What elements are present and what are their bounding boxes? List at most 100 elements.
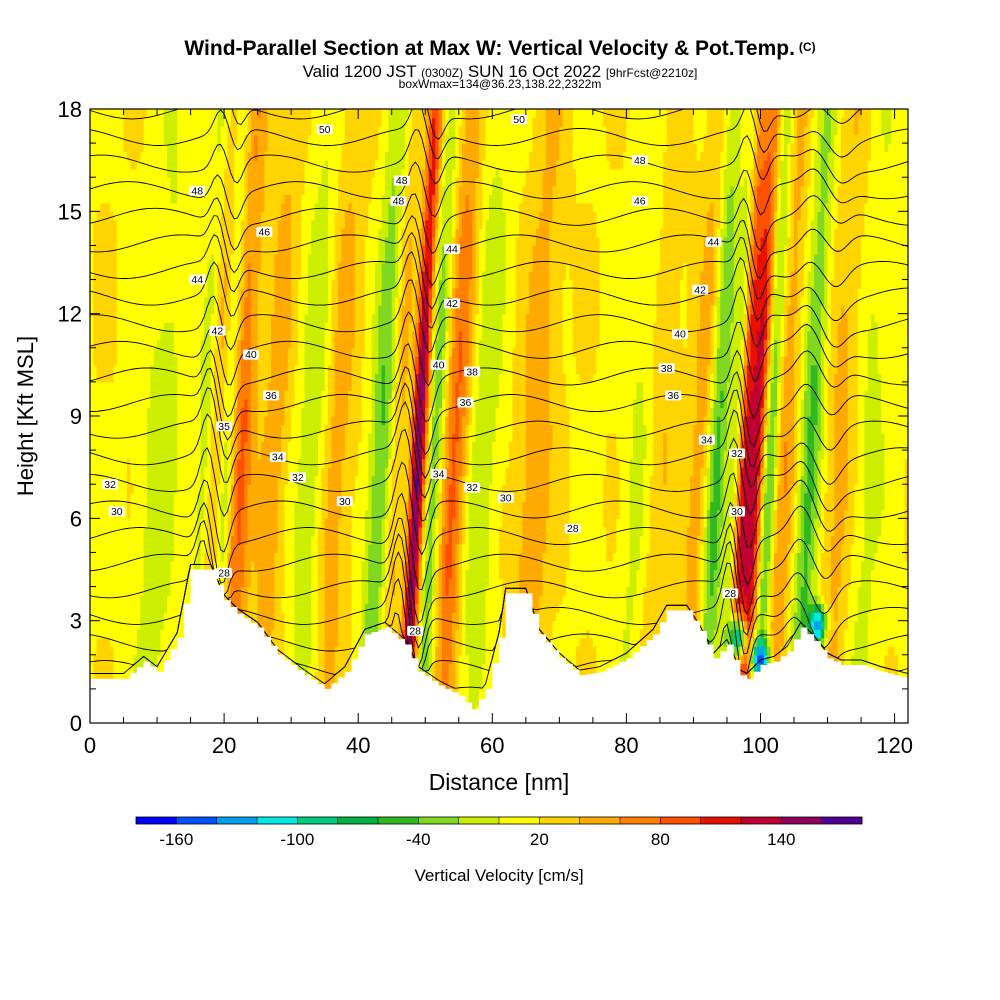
velocity-cell [203, 398, 208, 409]
velocity-cell [163, 330, 168, 340]
velocity-cell [177, 509, 182, 519]
velocity-cell [271, 288, 275, 298]
velocity-cell [167, 151, 172, 161]
velocity-cell [317, 398, 322, 409]
velocity-cell [304, 245, 309, 255]
velocity-cell [167, 467, 172, 477]
velocity-cell [110, 271, 115, 281]
velocity-cell [150, 560, 155, 571]
velocity-cell [170, 629, 175, 639]
velocity-cell [284, 253, 289, 264]
velocity-cell [207, 450, 212, 460]
velocity-cell [130, 612, 135, 622]
velocity-cell [157, 492, 161, 502]
velocity-cell [170, 339, 175, 349]
velocity-cell [200, 390, 205, 400]
velocity-cell [284, 330, 289, 340]
velocity-cell [123, 467, 128, 477]
velocity-cell [214, 279, 218, 289]
velocity-cell [214, 160, 218, 170]
velocity-cell [130, 492, 135, 502]
velocity-cell [297, 134, 302, 144]
velocity-cell [177, 117, 182, 127]
velocity-cell [180, 134, 185, 144]
velocity-cell [311, 211, 316, 221]
velocity-cell [317, 117, 322, 127]
velocity-cell [167, 492, 172, 502]
velocity-cell [126, 501, 131, 511]
velocity-cell [150, 211, 155, 221]
velocity-cell [120, 620, 125, 630]
velocity-cell [190, 262, 195, 272]
velocity-cell [317, 185, 322, 195]
velocity-cell [227, 509, 232, 519]
velocity-cell [130, 484, 135, 494]
velocity-cell [143, 313, 148, 323]
velocity-cell [110, 492, 115, 502]
velocity-cell [157, 416, 161, 426]
velocity-cell [227, 450, 232, 460]
velocity-cell [93, 458, 98, 468]
velocity-cell [140, 373, 145, 383]
velocity-cell [90, 109, 94, 119]
velocity-cell [167, 288, 172, 298]
velocity-cell [140, 569, 145, 579]
velocity-cell [167, 194, 172, 204]
velocity-cell [173, 416, 178, 426]
velocity-cell [237, 168, 242, 178]
velocity-cell [287, 509, 292, 519]
velocity-cell [311, 185, 316, 195]
velocity-cell [187, 347, 192, 357]
velocity-cell [257, 484, 262, 494]
velocity-cell [207, 407, 212, 417]
velocity-cell [126, 288, 131, 298]
velocity-cell [237, 509, 242, 519]
velocity-cell [190, 143, 195, 153]
velocity-cell [140, 211, 145, 221]
velocity-cell [227, 543, 232, 554]
velocity-cell [116, 526, 121, 536]
velocity-cell [301, 347, 306, 357]
velocity-cell [274, 134, 279, 144]
velocity-cell [90, 543, 94, 554]
velocity-cell [254, 271, 259, 281]
velocity-cell [190, 509, 195, 519]
velocity-cell [93, 160, 98, 170]
velocity-cell [271, 271, 275, 281]
velocity-cell [120, 612, 125, 622]
velocity-cell [247, 228, 252, 238]
velocity-cell [274, 518, 279, 528]
velocity-cell [304, 433, 309, 443]
velocity-cell [287, 441, 292, 451]
velocity-cell [150, 654, 155, 664]
velocity-cell [277, 373, 282, 383]
velocity-cell [203, 236, 208, 247]
velocity-cell [321, 612, 326, 622]
velocity-cell [150, 288, 155, 298]
velocity-cell [190, 126, 195, 136]
velocity-cell [126, 339, 131, 349]
velocity-cell [207, 211, 212, 221]
velocity-cell [153, 177, 158, 187]
velocity-cell [307, 262, 312, 272]
velocity-cell [167, 398, 172, 409]
velocity-cell [163, 262, 168, 272]
velocity-cell [113, 646, 118, 656]
velocity-cell [153, 245, 158, 255]
velocity-cell [304, 347, 309, 357]
velocity-cell [277, 560, 282, 571]
velocity-cell [264, 424, 269, 434]
velocity-cell [120, 279, 125, 289]
velocity-cell [150, 475, 155, 485]
velocity-cell [177, 398, 182, 409]
velocity-cell [281, 228, 286, 238]
velocity-cell [90, 211, 94, 221]
velocity-cell [234, 526, 239, 536]
velocity-cell [177, 151, 182, 161]
velocity-cell [93, 646, 98, 656]
velocity-cell [106, 228, 111, 238]
velocity-cell [240, 126, 245, 136]
velocity-cell [254, 552, 259, 562]
velocity-cell [287, 245, 292, 255]
velocity-cell [157, 535, 161, 545]
